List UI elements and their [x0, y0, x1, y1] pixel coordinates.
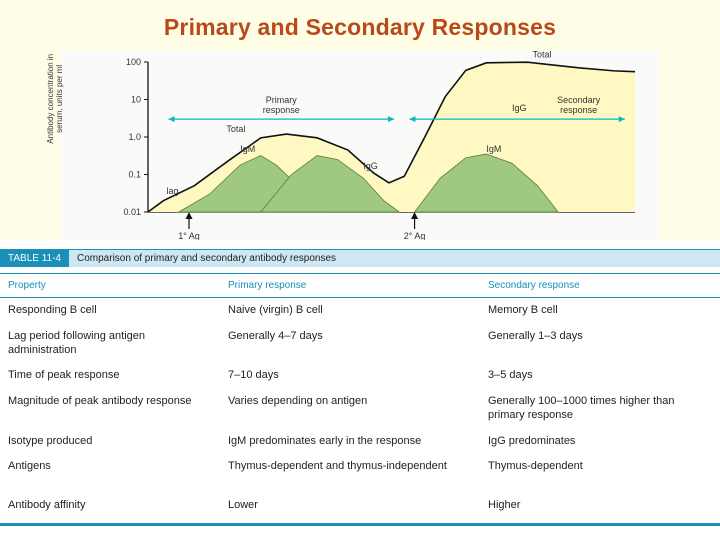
svg-text:IgM: IgM [486, 144, 501, 154]
table-cell: Naive (virgin) B cell [220, 301, 480, 321]
table-cell: Lower [220, 496, 480, 516]
svg-text:Total: Total [532, 50, 551, 60]
table-row: Isotype producedIgM predominates early i… [0, 429, 720, 455]
svg-text:Total: Total [226, 124, 245, 134]
svg-text:10: 10 [131, 95, 141, 105]
table-cell: 3–5 days [480, 366, 700, 386]
svg-text:IgM: IgM [240, 144, 255, 154]
col-header-secondary: Secondary response [480, 274, 700, 297]
table-row: Antibody affinityLowerHigher [0, 480, 720, 519]
table-body: Responding B cellNaive (virgin) B cellMe… [0, 298, 720, 519]
svg-text:2° Ag: 2° Ag [404, 231, 426, 240]
svg-text:lag: lag [166, 186, 178, 196]
table-row: Magnitude of peak antibody responseVarie… [0, 389, 720, 429]
table-row: Responding B cellNaive (virgin) B cellMe… [0, 298, 720, 324]
table-cell: Antibody affinity [0, 496, 220, 516]
svg-text:IgG: IgG [512, 103, 527, 113]
comparison-table: TABLE 11-4 Comparison of primary and sec… [0, 249, 720, 526]
chart-svg: 0.010.11.010100lagTotalIgMIgGPrimaryresp… [60, 50, 660, 240]
table-cell: Isotype produced [0, 432, 220, 452]
table-cell: 7–10 days [220, 366, 480, 386]
svg-text:0.01: 0.01 [123, 207, 141, 217]
table-number: TABLE 11-4 [0, 250, 69, 267]
table-row: Time of peak response7–10 days3–5 days [0, 363, 720, 389]
svg-text:response: response [560, 105, 597, 115]
table-cell: Memory B cell [480, 301, 700, 321]
table-cell: Responding B cell [0, 301, 220, 321]
table-cell: Magnitude of peak antibody response [0, 392, 220, 426]
antibody-response-chart: 0.010.11.010100lagTotalIgMIgGPrimaryresp… [60, 50, 660, 240]
table-cell: IgM predominates early in the response [220, 432, 480, 452]
table-row: Lag period following antigen administrat… [0, 324, 720, 364]
table-row: AntigensThymus-dependent and thymus-inde… [0, 454, 720, 480]
table-cell: Thymus-dependent and thymus-independent [220, 457, 480, 477]
svg-text:IgG: IgG [363, 161, 378, 171]
svg-text:Primary: Primary [266, 95, 297, 105]
col-header-primary: Primary response [220, 274, 480, 297]
table-title-bar: TABLE 11-4 Comparison of primary and sec… [0, 249, 720, 267]
svg-text:100: 100 [126, 57, 141, 67]
table-caption: Comparison of primary and secondary anti… [69, 250, 720, 267]
page-title: Primary and Secondary Responses [0, 14, 720, 41]
svg-text:Secondary: Secondary [557, 95, 601, 105]
col-header-property: Property [0, 274, 220, 297]
table-cell: Higher [480, 496, 700, 516]
table-cell: IgG predominates [480, 432, 700, 452]
table-cell: Generally 4–7 days [220, 327, 480, 361]
svg-text:1° Ag: 1° Ag [178, 231, 200, 240]
table-header-row: Property Primary response Secondary resp… [0, 273, 720, 298]
svg-text:0.1: 0.1 [128, 170, 141, 180]
table-cell: Lag period following antigen administrat… [0, 327, 220, 361]
y-axis-label: Antibody concentration in serum, units p… [47, 49, 65, 149]
table-cell: Antigens [0, 457, 220, 477]
table-bottom-rule [0, 523, 720, 526]
svg-text:response: response [263, 105, 300, 115]
svg-text:1.0: 1.0 [128, 132, 141, 142]
table-cell: Varies depending on antigen [220, 392, 480, 426]
table-cell: Thymus-dependent [480, 457, 700, 477]
table-cell: Time of peak response [0, 366, 220, 386]
table-cell: Generally 1–3 days [480, 327, 700, 361]
table-cell: Generally 100–1000 times higher than pri… [480, 392, 700, 426]
